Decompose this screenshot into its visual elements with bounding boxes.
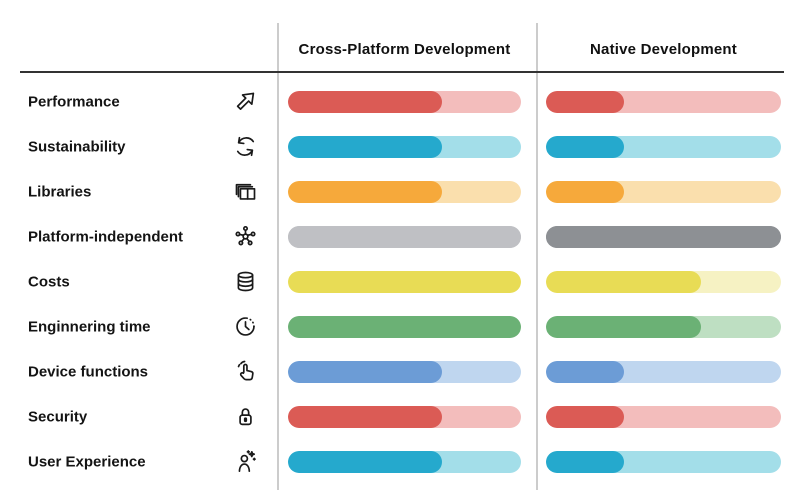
column-header-native: Native Development xyxy=(590,41,737,58)
bar-cross-platform xyxy=(288,315,521,338)
bar-cross-platform xyxy=(288,180,521,203)
bar-native xyxy=(546,180,781,203)
refresh-cycle-icon xyxy=(227,132,263,162)
row-label: Performance xyxy=(28,93,120,110)
row-label: Costs xyxy=(28,273,70,290)
row-label: User Experience xyxy=(28,453,146,470)
bar-native-fill xyxy=(546,225,781,248)
row-label: Enginnering time xyxy=(28,318,151,335)
table-row: Sustainability xyxy=(0,124,800,169)
bar-native xyxy=(546,405,781,428)
bar-cross-platform-fill xyxy=(288,270,521,293)
bar-native-fill xyxy=(546,90,624,113)
bar-native-fill xyxy=(546,270,702,293)
trend-arrow-icon xyxy=(227,87,263,117)
bar-cross-platform-fill xyxy=(288,225,521,248)
row-label: Libraries xyxy=(28,183,92,200)
bar-cross-platform xyxy=(288,225,521,248)
bar-native xyxy=(546,450,781,473)
bar-cross-platform xyxy=(288,405,521,428)
bar-cross-platform xyxy=(288,90,521,113)
rows: Performance Sustainability Libraries Platfo… xyxy=(0,79,800,484)
bar-cross-platform xyxy=(288,360,521,383)
bar-cross-platform xyxy=(288,135,521,158)
bar-cross-platform xyxy=(288,270,521,293)
bar-native xyxy=(546,225,781,248)
table-row: User Experience xyxy=(0,439,800,484)
row-label: Security xyxy=(28,408,88,425)
row-label: Platform-independent xyxy=(28,228,184,245)
table-row: Device functions xyxy=(0,349,800,394)
bar-cross-platform-fill xyxy=(288,360,442,383)
tap-hand-icon xyxy=(227,357,263,387)
row-label: Sustainability xyxy=(28,138,126,155)
bar-native-fill xyxy=(546,180,624,203)
bar-native-fill xyxy=(546,450,624,473)
bar-cross-platform xyxy=(288,450,521,473)
table-row: Costs xyxy=(0,259,800,304)
row-label: Device functions xyxy=(28,363,149,380)
bar-native xyxy=(546,270,781,293)
center-column-divider xyxy=(536,23,538,490)
bar-native xyxy=(546,135,781,158)
bar-cross-platform-fill xyxy=(288,180,442,203)
bar-native-fill xyxy=(546,405,624,428)
bar-native-fill xyxy=(546,360,624,383)
bar-native-fill xyxy=(546,135,624,158)
bar-native xyxy=(546,90,781,113)
bar-cross-platform-fill xyxy=(288,135,442,158)
person-sparkle-icon xyxy=(227,447,263,477)
header-rule xyxy=(20,71,784,73)
table-row: Enginnering time xyxy=(0,304,800,349)
database-coins-icon xyxy=(227,267,263,297)
network-hub-icon xyxy=(227,222,263,252)
bar-cross-platform-fill xyxy=(288,450,442,473)
label-column-divider xyxy=(277,23,279,490)
bar-cross-platform-fill xyxy=(288,315,521,338)
bar-native-fill xyxy=(546,315,702,338)
bar-cross-platform-fill xyxy=(288,405,442,428)
padlock-icon xyxy=(227,402,263,432)
table-row: Performance xyxy=(0,79,800,124)
clock-icon xyxy=(227,312,263,342)
bar-native xyxy=(546,315,781,338)
stacked-cards-icon xyxy=(227,177,263,207)
table-row: Platform-independent xyxy=(0,214,800,259)
column-header-cross-platform: Cross-Platform Development xyxy=(298,41,511,58)
table-row: Libraries xyxy=(0,169,800,214)
bar-native xyxy=(546,360,781,383)
bar-cross-platform-fill xyxy=(288,90,442,113)
table-row: Security xyxy=(0,394,800,439)
